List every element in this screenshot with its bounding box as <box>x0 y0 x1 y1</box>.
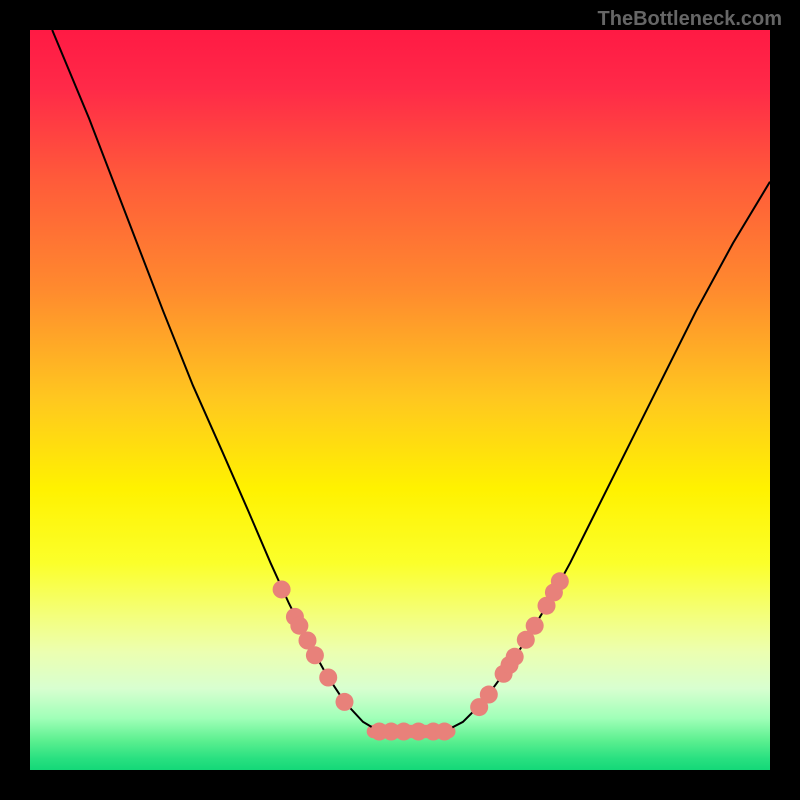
curve-right <box>444 182 770 732</box>
watermark-text: TheBottleneck.com <box>598 8 782 31</box>
data-marker <box>273 580 291 598</box>
data-marker <box>526 617 544 635</box>
data-markers <box>273 572 569 740</box>
data-marker <box>435 723 453 741</box>
data-marker <box>319 669 337 687</box>
data-marker <box>336 693 354 711</box>
curve-left <box>52 30 379 732</box>
data-marker <box>480 686 498 704</box>
chart-curves <box>30 30 770 770</box>
data-marker <box>306 646 324 664</box>
data-marker <box>551 572 569 590</box>
data-marker <box>506 648 524 666</box>
chart-area <box>30 30 770 770</box>
